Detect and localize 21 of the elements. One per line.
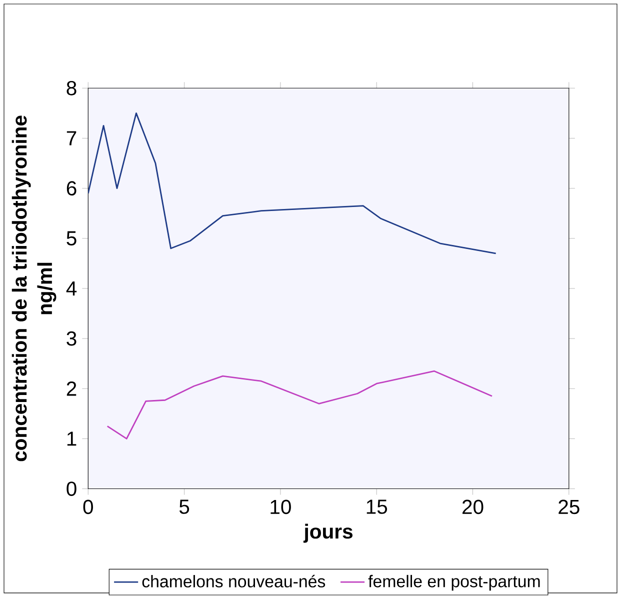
x-tick-label: 15 bbox=[366, 500, 388, 514]
y-tick-label: 0 bbox=[66, 482, 76, 496]
x-axis-title: jours bbox=[303, 524, 352, 543]
y-axis-title: concentration de la triiodothyronine ng/ml bbox=[12, 116, 56, 462]
x-tick-label: 0 bbox=[83, 500, 93, 514]
y-tick-label: 1 bbox=[67, 432, 76, 446]
y-tick-label: 6 bbox=[66, 181, 76, 196]
line-series bbox=[106, 370, 493, 440]
y-tick-label: 4 bbox=[66, 281, 77, 296]
x-tick-label: 5 bbox=[179, 500, 190, 514]
y-tick-label: 2 bbox=[66, 382, 76, 396]
x-tick-label: 10 bbox=[270, 500, 291, 514]
y-tick-label: 8 bbox=[66, 80, 76, 96]
y-tick-label: 7 bbox=[66, 131, 76, 146]
y-tick-label: 5 bbox=[66, 231, 76, 246]
x-tick-label: 25 bbox=[558, 500, 580, 514]
x-tick-label: 20 bbox=[462, 500, 484, 514]
legend-label: chamelons nouveau-nés bbox=[142, 574, 326, 588]
line-series bbox=[88, 112, 497, 254]
y-tick-label: 3 bbox=[66, 331, 76, 346]
legend-label: femelle en post-partum bbox=[368, 574, 540, 591]
